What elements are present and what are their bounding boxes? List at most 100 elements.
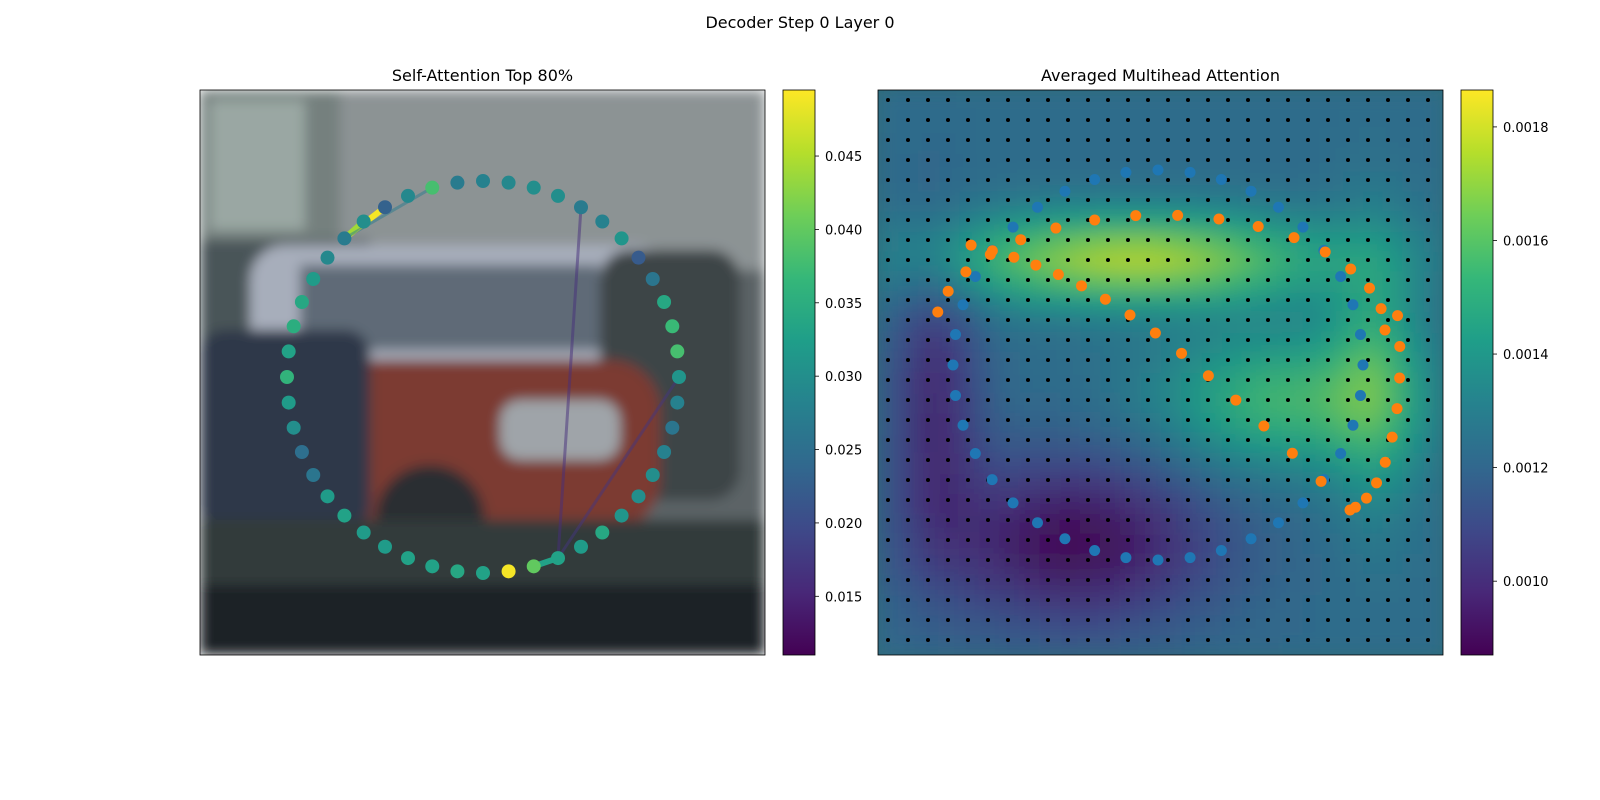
grid-point [1026,98,1030,102]
grid-point [1366,158,1370,162]
grid-point [1046,458,1050,462]
heatmap-cell [918,614,940,636]
right-axes-frame [877,89,1444,656]
grid-point [1366,458,1370,462]
heatmap-cell [1120,251,1141,273]
grid-point [946,258,950,262]
heatmap-cell [1039,332,1061,353]
query-points [280,174,686,580]
grid-point [1406,418,1410,422]
heatmap-cell [1059,311,1081,333]
grid-point [1386,618,1390,622]
heatmap-cell [1362,130,1384,152]
heatmap-cell [1241,594,1262,616]
heatmap-cell [1019,614,1041,636]
heatmap-cell [999,453,1020,474]
grid-point [1206,518,1210,522]
heatmap-cell [1261,251,1283,273]
heatmap-cell [1059,634,1081,655]
heatmap-cell [1422,311,1443,333]
orange-point [1099,293,1111,305]
grid-point [1426,158,1430,162]
heatmap-cell [898,311,919,333]
heatmap-cell [1261,170,1283,192]
grid-point [966,538,970,542]
heatmap-cell [1200,291,1222,313]
orange-point [1375,303,1387,315]
heatmap-cell [1079,332,1101,353]
query-point [281,344,296,359]
grid-point [1066,458,1070,462]
grid-point [1166,398,1170,402]
grid-point [886,418,890,422]
heatmap-cell [978,433,1000,454]
grid-point [1226,538,1230,542]
query-point [631,250,646,265]
grid-point [1406,438,1410,442]
grid-point [946,238,950,242]
heatmap-cell [1200,150,1222,172]
grid-point [1306,638,1310,642]
heatmap-cell [938,291,960,313]
orange-point [1149,327,1161,339]
grid-point [1186,398,1190,402]
heatmap-cell [918,574,940,596]
grid-point [1366,178,1370,182]
grid-point [966,258,970,262]
grid-point [1346,478,1350,482]
grid-point [1066,638,1070,642]
heatmap-cell [1321,190,1343,212]
grid-point [1306,278,1310,282]
grid-point [1086,398,1090,402]
grid-point [1306,558,1310,562]
grid-point [1026,538,1030,542]
heatmap-cell [1301,533,1323,555]
grid-point [1046,258,1050,262]
grid-point [1126,258,1130,262]
heatmap-cell [1301,190,1323,212]
heatmap-cell [1140,311,1162,333]
grid-point [1266,298,1270,302]
grid-point [946,98,950,102]
grid-point [966,478,970,482]
grid-point [1186,158,1190,162]
heatmap-cell [1160,433,1182,454]
heatmap-cell [1160,332,1182,353]
grid-point [1346,598,1350,602]
grid-point [1286,138,1290,142]
heatmap-cell [1321,412,1343,434]
heatmap-cell [1382,251,1404,273]
grid-point [1286,458,1290,462]
grid-point [1206,458,1210,462]
heatmap-cell [1281,170,1303,192]
grid-point [1006,298,1010,302]
grid-point [1426,558,1430,562]
heatmap-cell [1342,554,1363,575]
heatmap-cell [1241,453,1262,474]
heatmap-cell [1402,211,1424,232]
grid-point [1026,638,1030,642]
grid-point [1066,338,1070,342]
grid-point [1346,238,1350,242]
grid-point [1006,398,1010,402]
grid-point [1166,598,1170,602]
heatmap-cell [1180,291,1202,313]
heatmap-cell [1241,110,1262,131]
heatmap-cell [1099,231,1121,253]
heatmap-cell [1382,130,1404,152]
orange-point [1213,213,1225,225]
grid-point [1006,558,1010,562]
heatmap-cell [1281,211,1303,232]
heatmap-cell [1301,453,1323,474]
grid-point [1226,498,1230,502]
grid-point [1166,498,1170,502]
grid-point [1146,338,1150,342]
heatmap-cell [878,594,899,616]
grid-point [1406,318,1410,322]
heatmap-cell [918,473,940,495]
attention-edges [341,186,681,570]
heatmap-cell [1160,533,1182,555]
grid-point [1146,178,1150,182]
heatmap-cell [1362,433,1384,454]
grid-point [926,438,930,442]
